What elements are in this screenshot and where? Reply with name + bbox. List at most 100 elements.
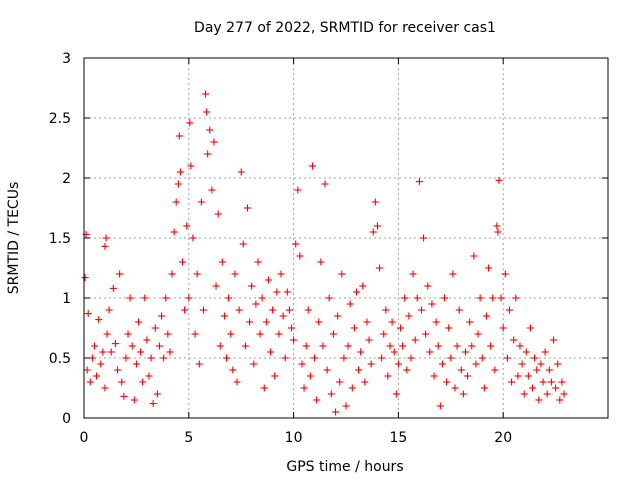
data-point [441, 294, 449, 302]
data-point [285, 306, 293, 314]
data-point [455, 306, 463, 314]
data-point [422, 330, 430, 338]
data-point [130, 396, 138, 404]
data-point [550, 336, 558, 344]
data-point [256, 330, 264, 338]
data-point [246, 318, 254, 326]
data-point [145, 372, 153, 380]
data-point [199, 306, 207, 314]
data-point [185, 294, 193, 302]
data-point [170, 228, 178, 236]
data-point [281, 354, 289, 362]
data-point [183, 222, 191, 230]
data-point [179, 258, 187, 266]
data-point [468, 342, 476, 350]
data-point [417, 306, 425, 314]
data-point [466, 318, 474, 326]
data-point [531, 354, 539, 362]
data-point [191, 330, 199, 338]
data-point [350, 324, 358, 332]
data-point [432, 318, 440, 326]
data-point [438, 360, 446, 368]
data-point [355, 366, 363, 374]
data-point [302, 342, 310, 350]
data-point [162, 294, 170, 302]
data-point [474, 330, 482, 338]
x-tick-label: 5 [184, 430, 193, 446]
data-point [139, 378, 147, 386]
data-point [344, 342, 352, 350]
data-point [220, 312, 228, 320]
data-point [533, 366, 541, 374]
data-point [369, 228, 377, 236]
data-point [186, 119, 194, 127]
data-point [237, 168, 245, 176]
data-point [489, 294, 497, 302]
data-point [300, 384, 308, 392]
data-point [296, 252, 304, 260]
data-point [428, 300, 436, 308]
data-point [409, 270, 417, 278]
data-point [101, 384, 109, 392]
data-point [558, 378, 566, 386]
data-point [487, 342, 495, 350]
data-point [319, 342, 327, 350]
data-point [537, 360, 545, 368]
data-point [120, 392, 128, 400]
data-point [275, 330, 283, 338]
data-point [143, 336, 151, 344]
data-point [480, 384, 488, 392]
data-point [132, 360, 140, 368]
data-point [327, 390, 335, 398]
data-point [516, 342, 524, 350]
data-point [359, 282, 367, 290]
data-point [459, 390, 467, 398]
data-point [134, 318, 142, 326]
data-point [189, 234, 197, 242]
data-point [508, 378, 516, 386]
data-point [218, 258, 226, 266]
data-point [277, 270, 285, 278]
data-point [204, 150, 212, 158]
data-point [208, 186, 216, 194]
data-point [128, 342, 136, 350]
data-point [239, 240, 247, 248]
data-point [336, 378, 344, 386]
data-point [543, 390, 551, 398]
data-point [267, 348, 275, 356]
x-tick-labels: 0 5 10 15 20 [80, 430, 513, 446]
data-point [445, 324, 453, 332]
data-point [83, 366, 91, 374]
data-point [155, 342, 163, 350]
data-point [102, 234, 110, 242]
data-point [195, 360, 203, 368]
data-point [373, 222, 381, 230]
data-point [122, 354, 130, 362]
data-point [149, 400, 157, 408]
data-point [321, 180, 329, 188]
data-point [288, 324, 296, 332]
data-point [325, 294, 333, 302]
data-point [233, 378, 241, 386]
data-points [81, 90, 568, 416]
data-point [443, 378, 451, 386]
data-point [376, 264, 384, 272]
axis-ticks [83, 57, 608, 419]
data-point [535, 396, 543, 404]
data-point [81, 274, 89, 282]
data-point [153, 390, 161, 398]
data-point [107, 348, 115, 356]
data-point [109, 284, 117, 292]
data-point [413, 294, 421, 302]
data-point [174, 180, 182, 188]
data-point [556, 396, 564, 404]
data-point [403, 366, 411, 374]
data-point [298, 360, 306, 368]
data-point [116, 270, 124, 278]
data-point [248, 282, 256, 290]
data-point [264, 276, 272, 284]
data-point [203, 108, 211, 116]
data-point [168, 270, 176, 278]
data-point [229, 366, 237, 374]
